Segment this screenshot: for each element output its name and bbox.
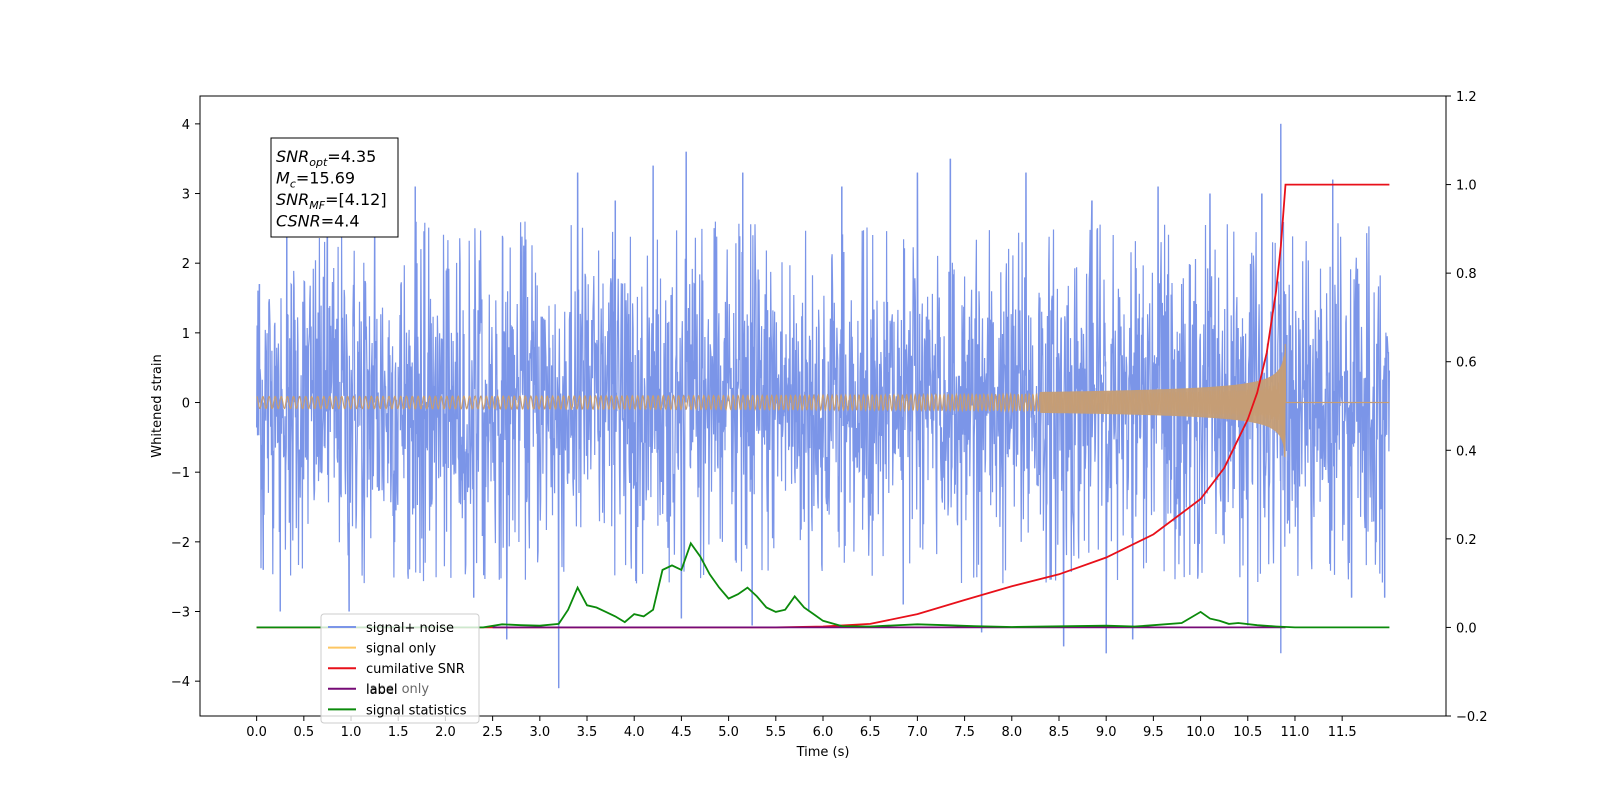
y-right-tick-label: 0.0 <box>1456 621 1477 636</box>
x-tick-label: 10.5 <box>1233 725 1262 740</box>
y-right-tick-label: 0.2 <box>1456 533 1477 548</box>
x-tick-label: 10.0 <box>1186 725 1215 740</box>
series-line-signal-statistics <box>256 541 1390 629</box>
y-left-tick-label: −3 <box>171 606 190 621</box>
y-right-tick-label: 0.4 <box>1456 444 1477 459</box>
y-left-tick-label: 1 <box>182 327 190 342</box>
x-tick-label: 5.5 <box>765 725 786 740</box>
annotation-line: SNRMF=[4.12] <box>276 190 387 212</box>
legend-label: signal statistics <box>366 703 467 718</box>
y-left-tick-label: 2 <box>182 257 190 272</box>
x-tick-label: 7.0 <box>907 725 928 740</box>
x-tick-label: 11.5 <box>1328 725 1357 740</box>
annotation-symbol: M <box>276 169 290 188</box>
annotation-value: =15.69 <box>296 169 355 188</box>
annotation-value: =4.4 <box>321 212 360 231</box>
y-left-tick-label: 4 <box>182 118 190 133</box>
y-axis-left: −4 −3 −2 −1 0 1 2 3 4 <box>171 118 200 690</box>
annotation-frame <box>270 137 399 238</box>
x-axis: 0.0 0.5 1.0 1.5 2.0 2.5 3.0 3.5 4.0 4.5 5.0 5.5 6.0 6… <box>246 716 1357 740</box>
x-tick-label: 4.0 <box>624 725 645 740</box>
annotation-symbol: SNR <box>276 190 309 209</box>
x-tick-label: 1.5 <box>388 725 409 740</box>
x-tick-label: 6.0 <box>813 725 834 740</box>
legend: label only signal+ noise signal only cumila… <box>320 613 480 724</box>
y-right-tick-label: 1.0 <box>1456 179 1477 194</box>
y-axis-left-title: Whitened strain <box>150 354 165 457</box>
x-tick-label: 4.5 <box>671 725 692 740</box>
x-tick-label: 9.0 <box>1096 725 1117 740</box>
x-tick-label: 6.5 <box>860 725 881 740</box>
x-tick-label: 11.0 <box>1280 725 1309 740</box>
annotation-line: SNRopt=4.35 <box>276 147 376 169</box>
legend-overlapped-label: label only <box>366 682 429 697</box>
series-line-signal-noise <box>256 123 1390 689</box>
y-right-tick-label: 0.8 <box>1456 267 1477 282</box>
y-axis-right: −0.2 0.0 0.2 0.4 0.6 0.8 1.0 1.2 <box>1446 90 1488 725</box>
series-envelope-signal-only <box>1040 337 1286 459</box>
annotation-subscript: c <box>290 178 296 191</box>
y-right-tick-label: −0.2 <box>1456 710 1488 725</box>
x-tick-label: 1.0 <box>341 725 362 740</box>
legend-label: label <box>366 683 397 698</box>
annotation-subscript: MF <box>309 199 325 212</box>
series-line-cumilative-snr <box>256 183 1390 629</box>
y-left-tick-label: 0 <box>182 397 190 412</box>
x-axis-title: Time (s) <box>796 745 850 760</box>
annotation-subscript: opt <box>309 156 328 169</box>
annotation-symbol: SNR <box>276 147 309 166</box>
x-tick-label: 9.5 <box>1143 725 1164 740</box>
y-left-tick-label: −2 <box>171 536 190 551</box>
annotation-symbol: CSNR <box>276 212 321 231</box>
y-right-tick-label: 0.6 <box>1456 356 1477 371</box>
y-left-tick-label: −1 <box>171 466 190 481</box>
x-tick-label: 2.5 <box>482 725 503 740</box>
legend-frame <box>320 613 480 724</box>
plot-area <box>256 123 1390 689</box>
x-tick-label: 3.0 <box>529 725 550 740</box>
annotation-value: =[4.12] <box>325 190 387 209</box>
annotation-value: =4.35 <box>327 147 376 166</box>
y-right-tick-label: 1.2 <box>1456 90 1477 105</box>
x-tick-label: 0.5 <box>293 725 314 740</box>
x-tick-label: 5.0 <box>718 725 739 740</box>
y-left-tick-label: −4 <box>171 675 190 690</box>
x-tick-label: 8.5 <box>1049 725 1070 740</box>
x-tick-label: 8.0 <box>1001 725 1022 740</box>
legend-label: signal only <box>366 642 436 657</box>
legend-label: signal+ noise <box>366 621 454 636</box>
y-left-tick-label: 3 <box>182 188 190 203</box>
legend-label: cumilative SNR <box>366 662 465 677</box>
annotation-line: CSNR=4.4 <box>276 212 360 231</box>
x-tick-label: 7.5 <box>954 725 975 740</box>
annotation-line: Mc=15.69 <box>276 169 355 191</box>
x-tick-label: 3.5 <box>577 725 598 740</box>
x-tick-label: 0.0 <box>246 725 267 740</box>
x-tick-label: 2.0 <box>435 725 456 740</box>
